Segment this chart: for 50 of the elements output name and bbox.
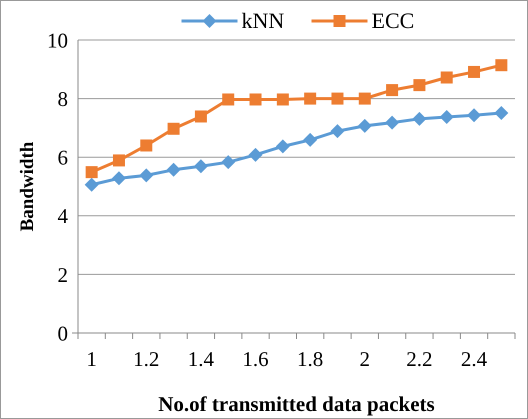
point bbox=[494, 106, 508, 120]
point bbox=[495, 59, 508, 72]
point bbox=[139, 168, 154, 182]
point bbox=[248, 148, 263, 162]
point bbox=[440, 110, 454, 124]
legend-label: ECC bbox=[372, 8, 414, 33]
point bbox=[168, 122, 180, 135]
point bbox=[358, 118, 372, 133]
point bbox=[112, 171, 126, 186]
y-axis-title: Bandwidth bbox=[17, 141, 38, 232]
y-tick-label: 4 bbox=[58, 204, 68, 228]
x-axis-title: No.of transmitted data packets bbox=[158, 392, 435, 416]
x-tick-label: 2.2 bbox=[406, 347, 433, 371]
point bbox=[84, 178, 99, 192]
y-tick-label: 6 bbox=[58, 146, 68, 170]
point bbox=[331, 92, 344, 105]
x-tick-label: 2 bbox=[360, 347, 370, 371]
point bbox=[250, 93, 262, 106]
point bbox=[276, 139, 290, 154]
y-tick-label: 0 bbox=[58, 321, 68, 346]
point bbox=[304, 92, 316, 105]
point bbox=[221, 155, 236, 170]
point bbox=[467, 108, 482, 122]
point bbox=[276, 93, 289, 106]
point bbox=[468, 66, 480, 78]
point bbox=[194, 110, 207, 122]
point bbox=[222, 93, 234, 106]
x-tick-label: 1.2 bbox=[133, 347, 160, 371]
legend-label: kNN bbox=[242, 8, 284, 33]
point bbox=[86, 166, 98, 178]
y-tick-label: 10 bbox=[47, 28, 68, 52]
x-tick-label: 2.4 bbox=[460, 347, 488, 371]
point bbox=[386, 84, 398, 96]
point bbox=[412, 112, 426, 126]
point bbox=[303, 132, 318, 147]
x-tick-label: 1 bbox=[86, 347, 97, 371]
x-tick-label: 1.8 bbox=[297, 347, 324, 371]
point bbox=[112, 154, 125, 166]
x-tick-label: 1.4 bbox=[188, 347, 215, 371]
point bbox=[358, 92, 371, 105]
y-tick-label: 8 bbox=[58, 86, 68, 111]
point bbox=[194, 159, 208, 174]
x-tick-label: 1.6 bbox=[242, 347, 269, 371]
point bbox=[166, 162, 181, 177]
point bbox=[140, 139, 152, 152]
point bbox=[413, 79, 426, 92]
point bbox=[330, 124, 344, 138]
y-tick-label: 2 bbox=[58, 262, 68, 287]
point bbox=[440, 72, 453, 84]
point bbox=[385, 116, 400, 130]
